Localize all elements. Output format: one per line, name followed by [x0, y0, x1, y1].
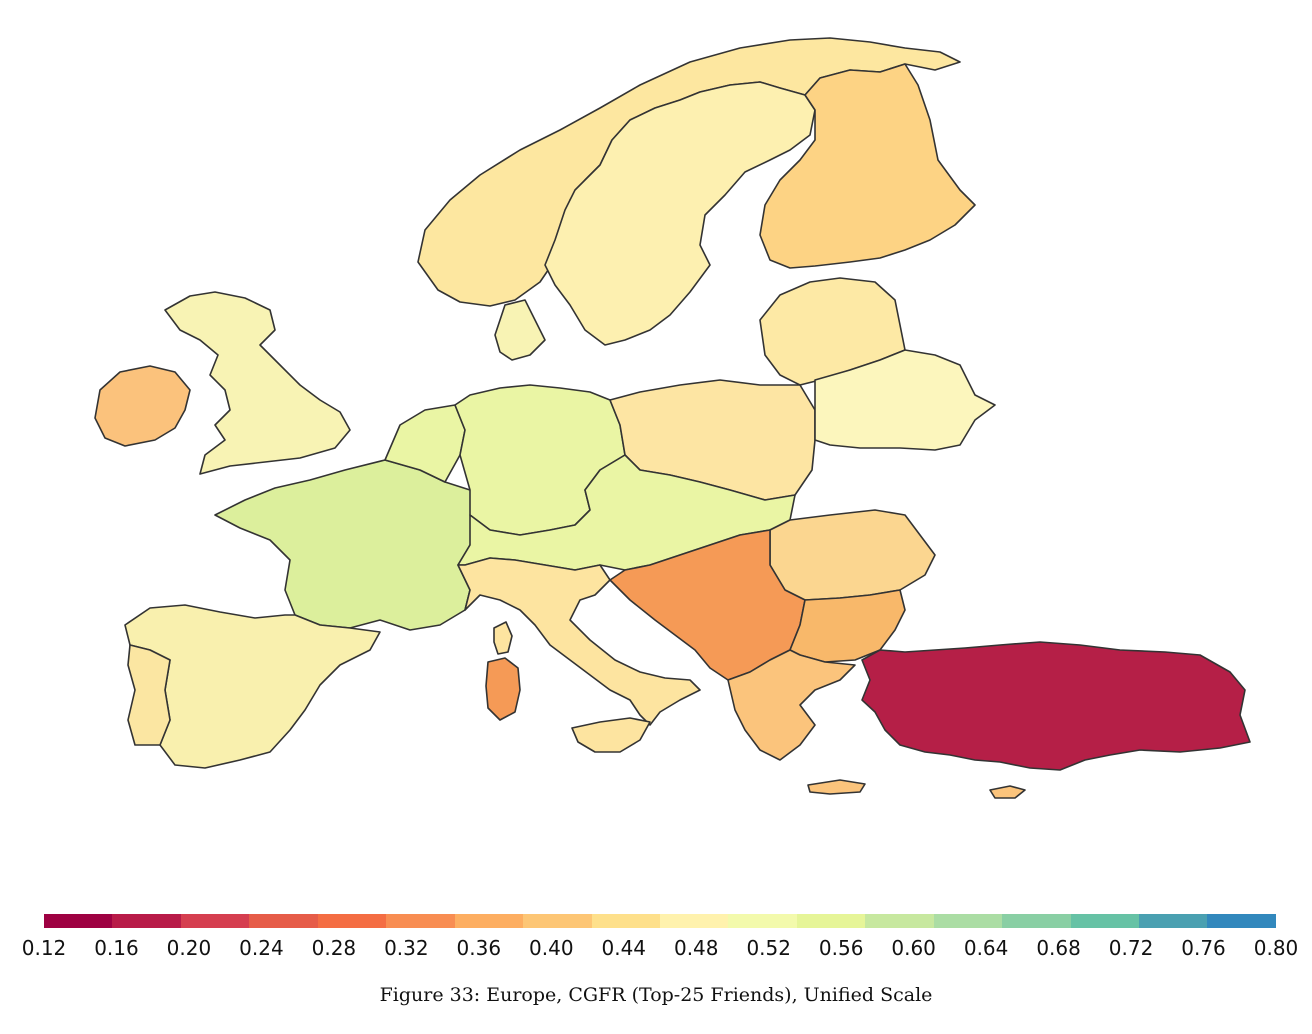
figure-caption: Figure 33: Europe, CGFR (Top-25 Friends)… — [379, 984, 933, 1006]
colorbar-segment — [180, 914, 250, 928]
colorbar-segment — [1207, 914, 1276, 928]
colorbar-segment — [1070, 914, 1139, 928]
region-sicily — [571, 717, 651, 753]
region-portugal — [127, 644, 171, 746]
colorbar-tick-label: 0.60 — [891, 936, 936, 960]
region-united-kingdom — [164, 291, 351, 475]
colorbar-tick-label: 0.64 — [963, 936, 1009, 960]
colorbar-tick-label: 0.56 — [818, 936, 864, 960]
region-belarus — [814, 349, 996, 451]
colorbar-ticks: 0.12 0.16 0.20 0.24 0.28 0.32 0.36 0.40 0.44 0.48… — [0, 936, 1312, 962]
colorbar-tick-label: 0.32 — [384, 936, 429, 960]
colorbar-tick-label: 0.52 — [746, 936, 791, 960]
colorbar-segment — [112, 914, 181, 928]
colorbar-tick-label: 0.40 — [529, 936, 574, 960]
colorbar-tick-label: 0.48 — [673, 936, 719, 960]
colorbar-tick-label: 0.24 — [239, 936, 284, 960]
region-denmark — [494, 299, 546, 361]
region-finland — [759, 63, 976, 269]
colorbar-segment — [44, 914, 113, 928]
region-cyprus — [989, 785, 1026, 799]
colorbar-tick-label: 0.28 — [311, 936, 357, 960]
colorbar-tick-label: 0.16 — [94, 936, 139, 960]
colorbar-segment — [659, 914, 729, 928]
colorbar-segment — [865, 914, 934, 928]
colorbar-segment — [933, 914, 1003, 928]
region-ireland — [94, 365, 191, 447]
colorbar-segment — [1002, 914, 1071, 928]
region-corsica — [493, 621, 513, 655]
colorbar-segment — [728, 914, 797, 928]
region-france — [214, 459, 481, 631]
colorbar-tick-label: 0.72 — [1108, 936, 1154, 960]
colorbar-segment — [591, 914, 660, 928]
colorbar-segment — [796, 914, 866, 928]
colorbar-tick-label: 0.36 — [456, 936, 502, 960]
colorbar-tick-label: 0.12 — [21, 936, 67, 960]
colorbar — [44, 914, 1276, 928]
colorbar-segment — [1139, 914, 1208, 928]
colorbar-tick-label: 0.76 — [1181, 936, 1226, 960]
colorbar-tick-label: 0.20 — [166, 936, 212, 960]
colorbar-tick-label: 0.68 — [1036, 936, 1081, 960]
colorbar-segment — [523, 914, 592, 928]
region-sweden — [544, 81, 816, 346]
region-crete — [807, 779, 866, 795]
region-greece — [727, 649, 856, 761]
colorbar-tick-label: 0.80 — [1253, 936, 1299, 960]
region-turkey — [861, 641, 1251, 771]
region-sardinia — [485, 657, 521, 721]
colorbar-segment — [317, 914, 387, 928]
colorbar-segment — [386, 914, 455, 928]
colorbar-tick-label: 0.44 — [601, 936, 647, 960]
colorbar-segment — [249, 914, 318, 928]
colorbar-segment — [454, 914, 524, 928]
europe-map — [94, 37, 1251, 799]
region-italy — [457, 557, 701, 726]
region-romania — [769, 509, 936, 601]
